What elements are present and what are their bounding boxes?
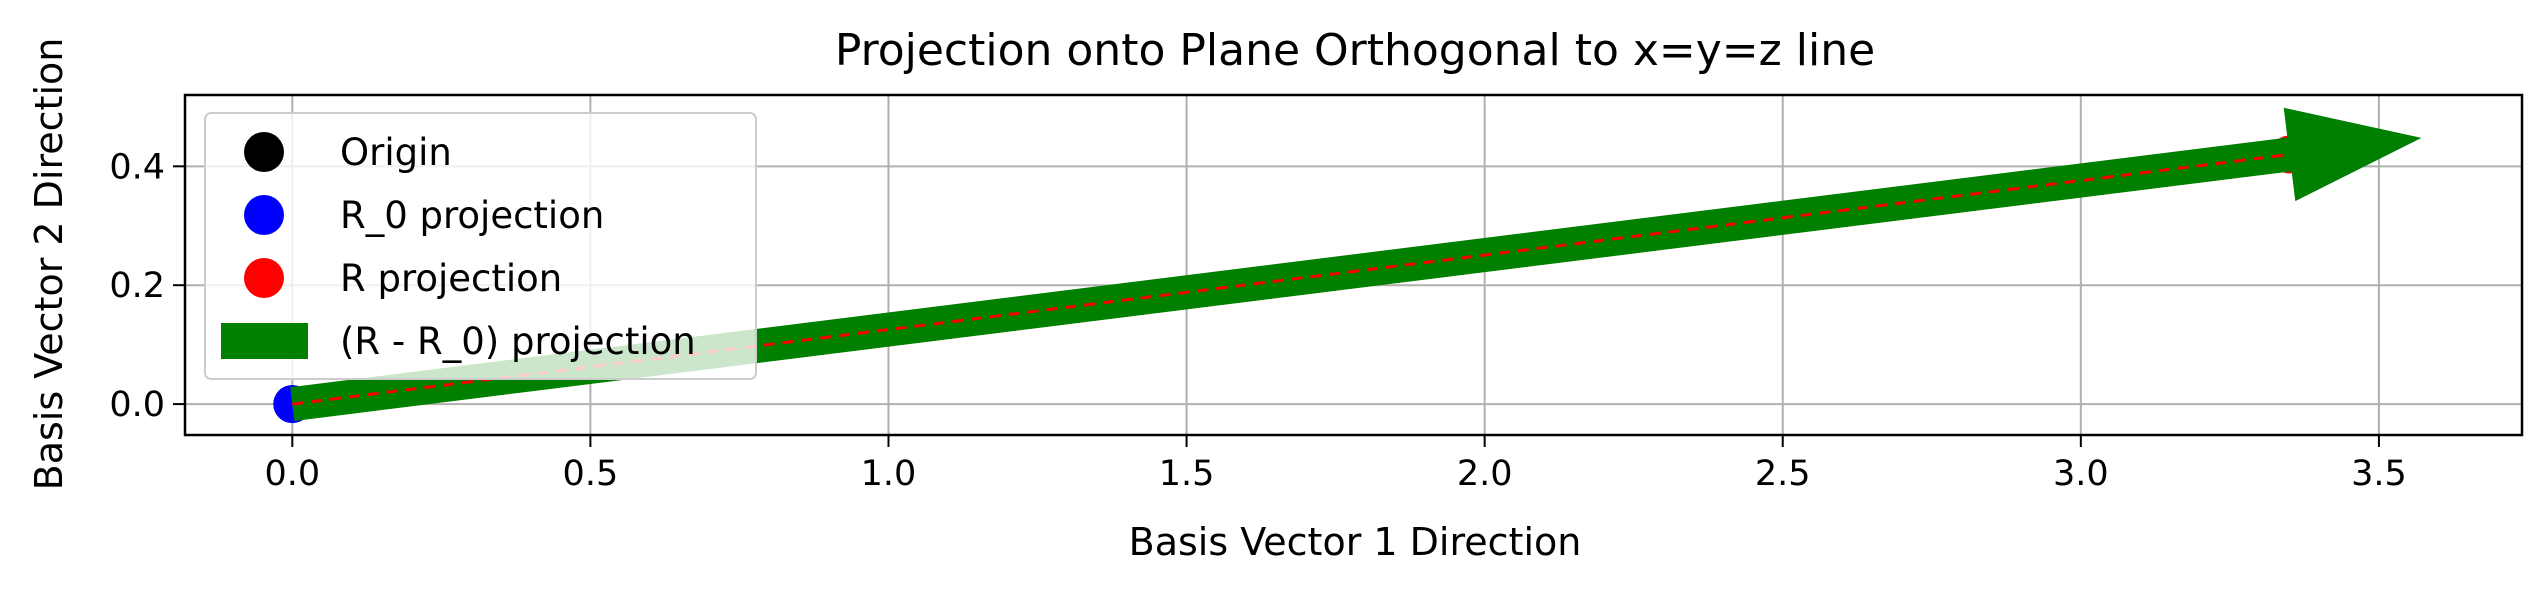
x-tick-label: 1.5 [1159, 454, 1215, 494]
legend-label: R_0 projection [340, 194, 604, 237]
y-axis-label: Basis Vector 2 Direction [27, 38, 71, 491]
legend-label: (R - R_0) projection [340, 320, 696, 363]
x-tick-label: 2.0 [1457, 454, 1513, 494]
legend-marker [244, 258, 284, 298]
legend-patch [221, 323, 308, 359]
legend-box [204, 112, 757, 380]
difference-arrow [290, 107, 2422, 422]
legend-marker [244, 195, 284, 235]
y-tick-label: 0.2 [109, 266, 165, 306]
dashed-projection-line [292, 152, 2290, 406]
ticks: 0.0 0.5 1.0 1.5 2.0 2.5 3.0 3.5 0.0 0.2 0.4 [109, 147, 2406, 494]
x-tick-label: 0.0 [264, 454, 320, 494]
y-tick-label: 0.0 [109, 385, 165, 425]
legend-label: R projection [340, 257, 562, 300]
x-tick-label: 3.0 [2053, 454, 2109, 494]
legend-marker [244, 132, 284, 172]
x-tick-label: 3.5 [2351, 454, 2407, 494]
legend: Origin R_0 projection R projection (R - R_0… [204, 112, 757, 380]
x-axis-label: Basis Vector 1 Direction [1129, 520, 1582, 564]
y-tick-label: 0.4 [109, 147, 165, 187]
legend-label: Origin [340, 131, 452, 174]
chart-title: Projection onto Plane Orthogonal to x=y=… [835, 25, 1875, 76]
axes-frame [183, 93, 2524, 437]
x-tick-label: 0.5 [563, 454, 619, 494]
plot-area [273, 107, 2422, 424]
x-tick-label: 2.5 [1755, 454, 1811, 494]
x-tick-label: 1.0 [861, 454, 917, 494]
